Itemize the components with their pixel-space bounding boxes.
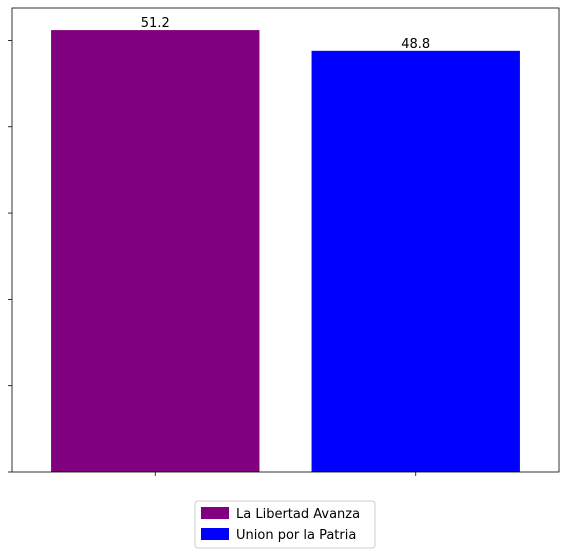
bar-2: [311, 50, 520, 473]
legend-swatch: [201, 507, 229, 519]
bar-value-label: 51.2: [141, 16, 170, 31]
data-labels-layer: 51.2 48.8: [141, 16, 430, 52]
bars-layer: [51, 30, 520, 473]
legend-label: La Libertad Avanza: [236, 507, 360, 522]
legend-swatch: [201, 528, 229, 540]
plot-frame: [11, 7, 560, 473]
bar-1: [51, 30, 260, 472]
legend: La Libertad Avanza Union por la Patria: [194, 500, 376, 549]
legend-box: [194, 500, 376, 549]
bar-value-label: 48.8: [401, 37, 430, 52]
legend-label: Union por la Patria: [236, 528, 356, 543]
axes-layer: [8, 7, 560, 476]
